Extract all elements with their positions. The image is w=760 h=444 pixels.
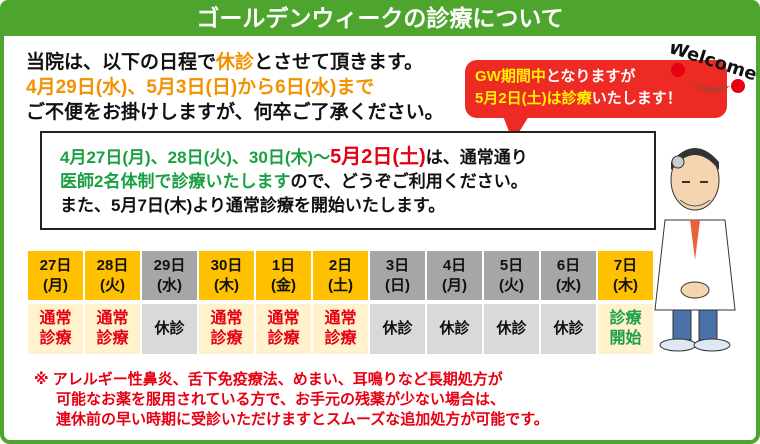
welcome-mascot-icon: Welcome [666,44,760,94]
schedule-date-cell: 4日 (月) [427,251,482,300]
status: 休診 [382,320,413,337]
schedule-status-cell: 休診 [427,304,482,354]
day-of-week: (水) [556,276,581,294]
note-line1: ※ アレルギー性鼻炎、舌下免疫療法、めまい、耳鳴りなど長期処方が [34,371,503,388]
prescription-note: ※ アレルギー性鼻炎、舌下免疫療法、めまい、耳鳴りなど長期処方が 可能なお薬を服… [34,370,549,430]
doctor-illustration-icon [654,148,736,352]
date: 30日 [210,256,243,274]
status: 休診 [496,320,527,337]
notice-box: 4月27日(月)、28日(火)、30日(木)～5月2日(土)は、通常通り 医師2… [40,131,656,230]
schedule-status-cell: 休診 [370,304,425,354]
schedule-status-cell: 休診 [142,304,197,354]
intro-apology: ご不便をお掛けしますが、何卒ご了承ください。 [26,102,444,123]
schedule-status-cell: 通常診療 [313,304,368,354]
spacer [28,300,83,304]
spacer [85,300,140,304]
schedule-date-cell: 2日 (土) [313,251,368,300]
schedule-status-cell: 通常診療 [199,304,254,354]
date: 2日 [328,256,353,274]
schedule-date-cell: 7日 (木) [598,251,653,300]
spacer [313,300,368,304]
page-title: ゴールデンウィークの診療について [0,0,760,36]
schedule-status-cell: 休診 [541,304,596,354]
date: 4日 [442,256,467,274]
bubble-gw: GW期間中 [475,68,546,85]
box-highlight-date: 5月2日(土) [330,146,426,168]
date: 6日 [556,256,581,274]
box-line3: また、5月7日(木)より通常診療を開始いたします。 [60,196,446,215]
day-of-week: (月) [442,276,467,294]
day-of-week: (日) [385,276,410,294]
box-two-doctors: 医師2名体制で診療いたします [60,172,291,191]
intro-line1-end: とさせて頂きます。 [254,52,424,73]
date: 1日 [271,256,296,274]
day-of-week: (木) [214,276,239,294]
intro-text: 当院は、以下の日程で休診とさせて頂きます。 4月29日(水)、5月3日(日)から… [26,50,444,125]
day-of-week: (水) [157,276,182,294]
bubble-text1: となりますが [545,68,636,85]
schedule-date-cell: 30日 (木) [199,251,254,300]
schedule-date-cell: 28日 (火) [85,251,140,300]
spacer [541,300,596,304]
spacer [370,300,425,304]
day-of-week: (土) [328,276,353,294]
box-open-dates: 4月27日(月)、28日(火)、30日(木)～ [60,148,331,167]
schedule-date-cell: 27日 (月) [28,251,83,300]
intro-closed-highlight: 休診 [216,52,255,73]
spacer [598,300,653,304]
schedule-date-cell: 1日 (金) [256,251,311,300]
spacer [199,300,254,304]
spacer [484,300,539,304]
date: 29日 [153,256,186,274]
status: 通常診療 [210,310,243,347]
day-of-week: (火) [100,276,125,294]
schedule-date-cell: 5日 (火) [484,251,539,300]
schedule-status-cell: 通常診療 [85,304,140,354]
schedule-table: 27日 (月) 28日 (火) 29日 (水) 30日 (木) 1日 (金) 2日 (土) 3日 (日) 4… [26,251,655,354]
box-line2-end: ので、どうぞご利用ください。 [290,172,528,191]
status: 休診 [154,320,185,337]
status: 通常診療 [267,310,300,347]
date: 27日 [39,256,72,274]
spacer [142,300,197,304]
speech-bubble: GW期間中となりますが 5月2日(土)は診療いたします！ [465,60,727,118]
schedule-date-cell: 3日 (日) [370,251,425,300]
day-of-week: (木) [613,276,638,294]
bubble-text2: いたします！ [591,90,682,107]
note-line3: 連休前の早い時期に受診いただけますとスムーズな追加処方が可能です。 [56,411,549,428]
status: 休診 [439,320,470,337]
status: 診療開始 [609,310,642,347]
day-of-week: (月) [43,276,68,294]
intro-line1: 当院は、以下の日程で [26,52,217,73]
schedule-status-cell: 診療開始 [598,304,653,354]
spacer [256,300,311,304]
day-of-week: (金) [271,276,296,294]
schedule-date-cell: 29日 (水) [142,251,197,300]
status: 通常診療 [39,310,72,347]
status: 休診 [553,320,584,337]
spacer [427,300,482,304]
status: 通常診療 [96,310,129,347]
date: 5日 [499,256,524,274]
date: 28日 [96,256,129,274]
date: 7日 [613,256,638,274]
day-of-week: (火) [499,276,524,294]
schedule-status-cell: 休診 [484,304,539,354]
status: 通常診療 [324,310,357,347]
intro-closed-dates: 4月29日(水)、5月3日(日)から6日(水)まで [26,77,375,98]
box-line1-end: は、通常通り [425,148,528,167]
note-line2: 可能なお薬を服用されている方で、お手元の残薬が少ない場合は、 [56,391,505,408]
schedule-status-cell: 通常診療 [28,304,83,354]
bubble-date: 5月2日(土)は診療 [475,90,592,107]
schedule-status-cell: 通常診療 [256,304,311,354]
date: 3日 [385,256,410,274]
schedule-date-cell: 6日 (水) [541,251,596,300]
